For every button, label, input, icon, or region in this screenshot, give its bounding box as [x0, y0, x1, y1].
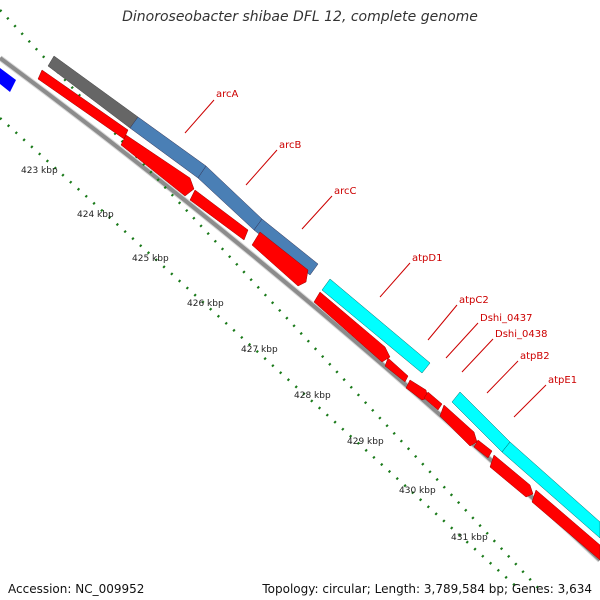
backbone-outer [0, 55, 600, 563]
outer-track [47, 55, 600, 539]
gene-label-texts: arcA arcB arcC atpD1 atpC2 Dshi_0437 Dsh… [216, 89, 577, 386]
gene-label-Dshi_0437[interactable]: Dshi_0437 [480, 313, 532, 324]
gene-arrow-2[interactable] [120, 134, 195, 197]
atpD1-outer-block[interactable] [321, 278, 431, 374]
scale-label: 431 kbp [451, 533, 488, 543]
gene-label-atpB2[interactable]: atpB2 [520, 351, 550, 362]
gene-arrow-5[interactable] [313, 291, 391, 363]
edge-feature[interactable] [0, 68, 16, 92]
scale-label: 429 kbp [347, 437, 384, 447]
arcC-leader [301, 195, 333, 230]
gene-arrow-3[interactable] [189, 189, 249, 241]
atpE1-leader [513, 384, 547, 418]
arcC-outer-block[interactable] [253, 218, 319, 276]
gene-label-Dshi_0438[interactable]: Dshi_0438 [495, 329, 547, 340]
accession-text: Accession: NC_009952 [8, 582, 145, 596]
atpE1-outer-block[interactable] [501, 441, 600, 539]
backbone [0, 56, 600, 562]
gene-label-atpD1[interactable]: atpD1 [412, 253, 442, 264]
inner-track [37, 69, 600, 561]
scale-label: 424 kbp [77, 210, 114, 220]
gene-label-arcA[interactable]: arcA [216, 89, 239, 100]
tick-lines [0, 9, 541, 591]
Dshi_0438-leader [461, 338, 494, 373]
Dshi_0437-leader [445, 322, 479, 359]
atpD1-leader [379, 262, 411, 298]
gene-labels [184, 99, 547, 418]
gene-arrow-8[interactable] [423, 391, 443, 411]
gene-arrow-6[interactable] [384, 357, 409, 383]
gene-arrow-9[interactable] [439, 404, 478, 447]
scale-label: 430 kbp [399, 486, 436, 496]
inner-tick-line [0, 117, 521, 591]
gene-arrow-10[interactable] [473, 439, 493, 459]
gene-label-atpC2[interactable]: atpC2 [459, 295, 489, 306]
scale-label: 428 kbp [294, 391, 331, 401]
arcA-leader [184, 99, 215, 134]
atpB2-leader [486, 360, 519, 394]
scale-label: 425 kbp [132, 254, 169, 264]
scale-label: 423 kbp [21, 166, 58, 176]
gene-label-atpE1[interactable]: atpE1 [548, 375, 577, 386]
genome-title: Dinoroseobacter shibae DFL 12, complete … [122, 9, 478, 25]
gene-label-arcB[interactable]: arcB [279, 140, 302, 151]
genome-summary-text: Topology: circular; Length: 3,789,584 bp… [262, 582, 592, 596]
gene-arrow-11[interactable] [489, 454, 534, 498]
gene-arrow-4[interactable] [251, 231, 309, 287]
scale-label: 426 kbp [187, 299, 224, 309]
gene-label-arcC[interactable]: arcC [334, 186, 357, 197]
scale-label: 427 kbp [241, 345, 278, 355]
gene-arrow-12[interactable] [531, 489, 600, 561]
scale-labels: 423 kbp 424 kbp 425 kbp 426 kbp 427 kbp … [21, 166, 488, 543]
arcB-leader [245, 149, 278, 186]
atpC2-leader [427, 304, 458, 341]
